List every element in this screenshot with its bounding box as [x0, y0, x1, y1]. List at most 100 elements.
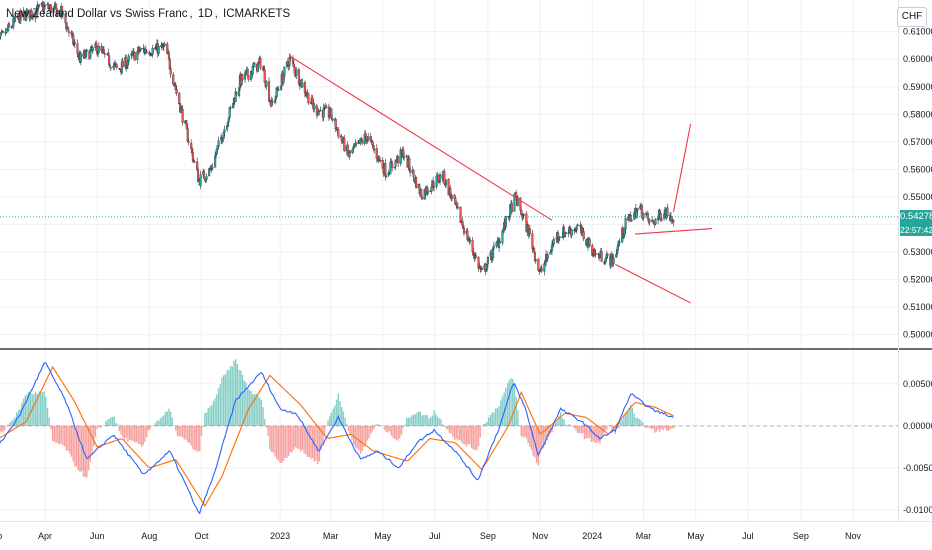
- histogram-bar: [308, 425, 310, 457]
- candle-body: [91, 47, 94, 51]
- currency-button[interactable]: CHF: [897, 7, 927, 27]
- histogram-bar: [122, 425, 124, 438]
- histogram-bar: [332, 408, 334, 426]
- histogram-bar: [75, 425, 78, 467]
- candle-body: [394, 159, 397, 167]
- histogram-bar: [62, 425, 64, 446]
- histogram-bar: [376, 424, 379, 426]
- histogram-bar: [320, 425, 322, 450]
- histogram-bar: [89, 425, 91, 462]
- candle-body: [127, 55, 130, 62]
- histogram-bar: [448, 425, 451, 434]
- histogram-bar: [631, 407, 634, 426]
- histogram-bar: [513, 383, 516, 426]
- histogram-bar: [464, 425, 466, 445]
- histogram-bar: [465, 425, 468, 447]
- histogram-bar: [597, 425, 599, 442]
- histogram-bar: [624, 412, 627, 426]
- candle-body: [498, 241, 501, 244]
- candle-body: [138, 50, 141, 52]
- histogram-bar: [164, 411, 167, 426]
- trendline-drawings[interactable]: [0, 55, 898, 304]
- histogram-bar: [559, 411, 562, 426]
- histogram-bar: [306, 425, 309, 457]
- candle-body: [108, 65, 112, 67]
- histogram-bar: [363, 425, 365, 447]
- candle-body: [582, 231, 585, 240]
- candle-body: [277, 89, 280, 91]
- symbol-name: New Zealand Dollar vs Swiss Franc: [6, 8, 188, 20]
- candle-body: [540, 268, 543, 271]
- histogram-bar: [498, 406, 500, 426]
- candle-body: [157, 45, 160, 54]
- candle-body: [76, 43, 79, 54]
- histogram-bar: [284, 425, 286, 458]
- histogram-bar: [199, 425, 201, 451]
- histogram-bar: [329, 416, 331, 426]
- histogram-bar: [154, 423, 156, 426]
- candle-body: [115, 64, 118, 68]
- candle-body: [319, 109, 322, 111]
- candle-body: [474, 255, 478, 258]
- histogram-bar: [587, 425, 589, 439]
- histogram-bar: [351, 425, 353, 440]
- histogram-bar: [60, 425, 62, 444]
- histogram-bar: [500, 400, 502, 426]
- time-tick-label: Jul: [429, 531, 441, 541]
- candle-body: [13, 16, 17, 22]
- candle-body: [55, 3, 58, 9]
- candle-body: [462, 227, 466, 234]
- candle-body: [181, 108, 184, 123]
- candle-body: [486, 257, 489, 265]
- histogram-bar: [140, 425, 143, 447]
- histogram-bar: [405, 417, 408, 426]
- histogram-bar: [205, 412, 208, 426]
- candle-body: [275, 87, 278, 98]
- histogram-bar: [67, 425, 69, 451]
- candle-body: [415, 177, 418, 189]
- histogram-bar: [104, 421, 107, 426]
- symbol-title[interactable]: New Zealand Dollar vs Swiss Franc, 1D, I…: [6, 8, 291, 20]
- histogram-bar: [640, 420, 642, 426]
- histogram-bar: [134, 425, 136, 443]
- histogram-bar: [648, 425, 651, 428]
- histogram-bar: [318, 425, 321, 462]
- histogram-bar: [171, 417, 174, 426]
- candle-body: [651, 219, 655, 223]
- histogram-bar: [144, 425, 146, 442]
- histogram-bar: [496, 408, 499, 426]
- histogram-bar: [81, 425, 83, 471]
- histogram-bar: [34, 391, 37, 426]
- candle-body: [604, 262, 607, 264]
- histogram-bar: [28, 392, 30, 426]
- candle-body: [313, 105, 316, 109]
- candle-body: [450, 195, 454, 199]
- histogram-bar: [252, 394, 254, 426]
- histogram-bar: [397, 425, 399, 441]
- histogram-bar: [366, 425, 369, 441]
- candle-body: [443, 171, 446, 184]
- histogram-bar: [63, 425, 66, 447]
- histogram-bar: [200, 425, 203, 436]
- histogram-bar: [417, 411, 420, 426]
- candle-body: [49, 4, 52, 13]
- histogram-bar: [515, 396, 517, 426]
- histogram-bar: [412, 415, 415, 426]
- candle-body: [64, 13, 67, 24]
- histogram-bar: [108, 418, 110, 426]
- histogram-bar: [211, 405, 213, 426]
- candle-body: [246, 68, 249, 76]
- histogram-bar: [142, 425, 145, 446]
- candle-body: [528, 228, 531, 234]
- histogram-bar: [115, 422, 117, 426]
- time-axis: Feb Apr Jun Aug Oct 2023 Mar May Jul Sep Nov 2024 Ma…: [0, 531, 862, 541]
- histogram-bar: [645, 425, 647, 429]
- histogram-bar: [10, 421, 13, 426]
- histogram-bar: [94, 425, 97, 438]
- histogram-bar: [296, 425, 298, 449]
